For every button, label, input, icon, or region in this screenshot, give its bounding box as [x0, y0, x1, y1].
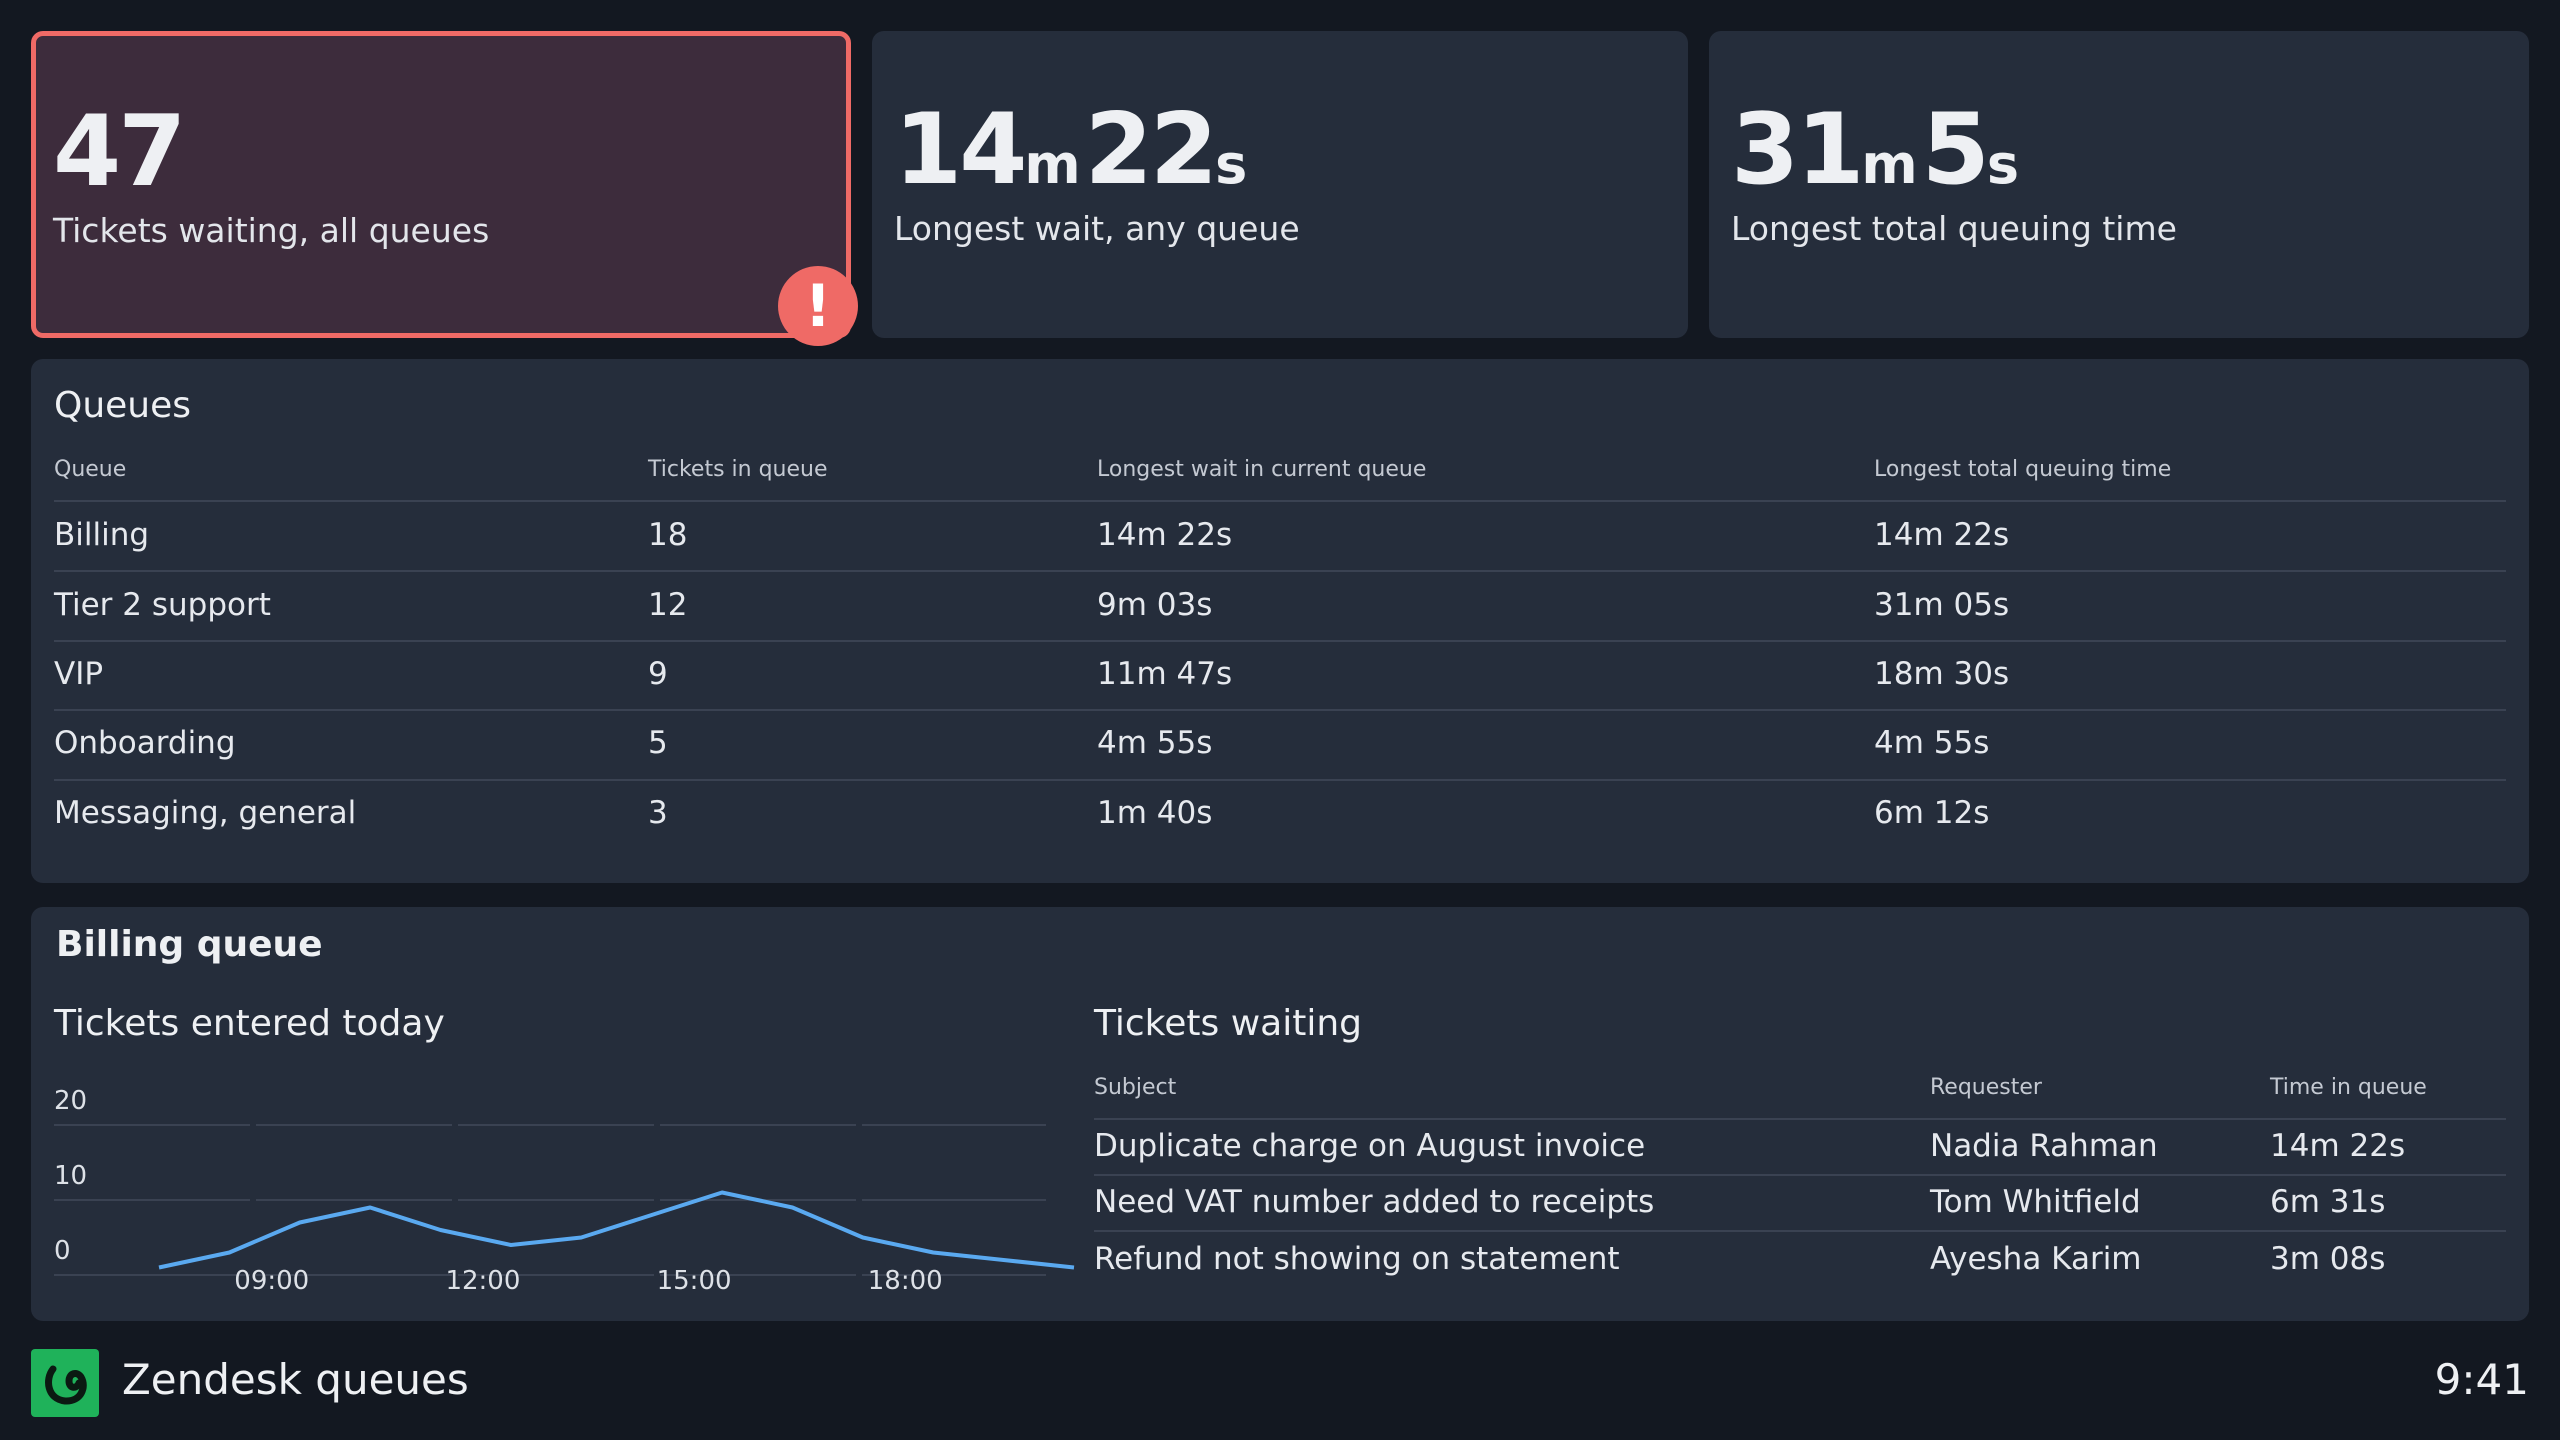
- alert-icon: !: [778, 266, 858, 346]
- longest-wait: 1m 40s: [1097, 795, 1213, 831]
- clock: 9:41: [2434, 1355, 2529, 1404]
- total-time: 14m 22s: [1874, 517, 2010, 553]
- kpi-value: 47: [53, 95, 186, 209]
- ticket-subject: Refund not showing on statement: [1094, 1241, 1620, 1277]
- column-header-longest-wait: Longest wait in current queue: [1097, 457, 1427, 482]
- column-header-time-in-queue: Time in queue: [2270, 1075, 2427, 1100]
- x-tick-label: 12:00: [445, 1266, 520, 1296]
- ticket-time: 14m 22s: [2270, 1128, 2406, 1164]
- tickets-count: 5: [648, 725, 668, 761]
- divider: [54, 570, 2506, 572]
- queue-name: Onboarding: [54, 725, 236, 761]
- ticket-requester: Tom Whitfield: [1930, 1184, 2141, 1220]
- billing-queue-panel: Billing queue Tickets entered today 20 10…: [31, 907, 2529, 1321]
- divider: [54, 779, 2506, 781]
- kpi-card-longest-total: 31m5s Longest total queuing time: [1709, 31, 2529, 338]
- total-time: 18m 30s: [1874, 656, 2010, 692]
- x-tick-label: 18:00: [868, 1266, 943, 1296]
- queue-name: Messaging, general: [54, 795, 357, 831]
- ticket-subject: Need VAT number added to receipts: [1094, 1184, 1655, 1220]
- ticket-time: 3m 08s: [2270, 1241, 2386, 1277]
- kpi-card-tickets-waiting: 47 Tickets waiting, all queues: [31, 31, 851, 338]
- divider: [54, 500, 2506, 502]
- total-time: 6m 12s: [1874, 795, 1990, 831]
- zendesk-logo-icon: [31, 1349, 99, 1417]
- divider: [1094, 1174, 2506, 1176]
- tickets-waiting-title: Tickets waiting: [1094, 1003, 1362, 1044]
- queues-title: Queues: [54, 385, 192, 426]
- column-header-requester: Requester: [1930, 1075, 2042, 1100]
- longest-wait: 14m 22s: [1097, 517, 1233, 553]
- ticket-requester: Nadia Rahman: [1930, 1128, 2158, 1164]
- y-tick-label: 10: [54, 1161, 87, 1191]
- x-tick-label: 09:00: [234, 1266, 309, 1296]
- kpi-value: 31m5s: [1731, 93, 2020, 207]
- tickets-count: 12: [648, 587, 688, 623]
- divider: [54, 640, 2506, 642]
- x-tick-label: 15:00: [657, 1266, 732, 1296]
- kpi-value: 14m22s: [894, 93, 1248, 207]
- tickets-chart: 20 10 0 09:00 12:00 15:00 18:00: [54, 1086, 1075, 1296]
- column-header-queue: Queue: [54, 457, 127, 482]
- total-time: 31m 05s: [1874, 587, 2010, 623]
- kpi-label: Tickets waiting, all queues: [53, 211, 490, 250]
- queue-name: Billing: [54, 517, 150, 553]
- queue-name: Tier 2 support: [54, 587, 271, 623]
- longest-wait: 9m 03s: [1097, 587, 1213, 623]
- app-title: Zendesk queues: [122, 1355, 469, 1404]
- tickets-count: 9: [648, 656, 668, 692]
- ticket-time: 6m 31s: [2270, 1184, 2386, 1220]
- series-line: [158, 1190, 1075, 1270]
- divider: [1094, 1118, 2506, 1120]
- y-tick-label: 0: [54, 1236, 71, 1266]
- kpi-label: Longest wait, any queue: [894, 209, 1300, 248]
- kpi-card-longest-wait: 14m22s Longest wait, any queue: [872, 31, 1688, 338]
- tickets-count: 18: [648, 517, 688, 553]
- billing-queue-title: Billing queue: [56, 924, 323, 965]
- column-header-tickets: Tickets in queue: [648, 457, 828, 482]
- longest-wait: 11m 47s: [1097, 656, 1233, 692]
- divider: [54, 709, 2506, 711]
- ticket-subject: Duplicate charge on August invoice: [1094, 1128, 1646, 1164]
- queue-name: VIP: [54, 656, 104, 692]
- kpi-label: Longest total queuing time: [1731, 209, 2177, 248]
- column-header-subject: Subject: [1094, 1075, 1177, 1100]
- ticket-requester: Ayesha Karim: [1930, 1241, 2142, 1277]
- longest-wait: 4m 55s: [1097, 725, 1213, 761]
- queues-panel: Queues Queue Tickets in queue Longest wa…: [31, 359, 2529, 883]
- chart-title: Tickets entered today: [54, 1003, 445, 1044]
- total-time: 4m 55s: [1874, 725, 1990, 761]
- tickets-count: 3: [648, 795, 668, 831]
- y-tick-label: 20: [54, 1086, 87, 1116]
- column-header-total-time: Longest total queuing time: [1874, 457, 2172, 482]
- divider: [1094, 1230, 2506, 1232]
